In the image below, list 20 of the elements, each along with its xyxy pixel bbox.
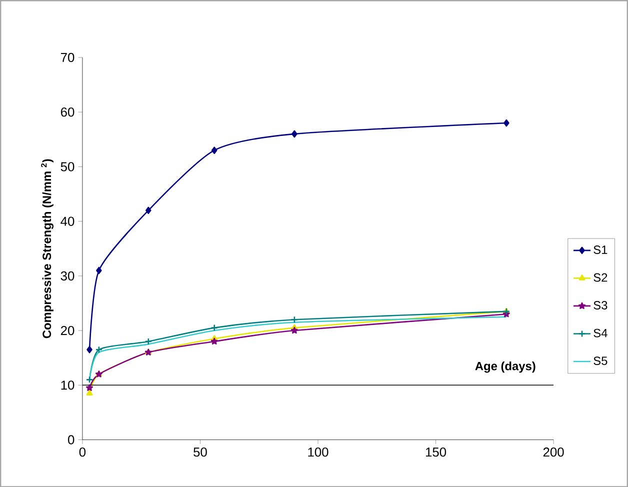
- legend-label: S2: [594, 273, 608, 282]
- x-tick-label: 100: [308, 447, 328, 457]
- x-tick-label: 0: [79, 447, 86, 457]
- legend-label: S5: [594, 356, 608, 365]
- x-axis-title: Age (days): [475, 361, 536, 373]
- x-tick-label: 150: [426, 447, 446, 457]
- y-tick-label: 30: [60, 271, 74, 280]
- x-tick-label: 200: [543, 447, 564, 457]
- legend-label: S4: [594, 328, 608, 338]
- y-tick-label: 20: [60, 326, 74, 335]
- y-tick-label: 40: [60, 216, 74, 226]
- legend-label: S1: [594, 245, 608, 254]
- y-tick-label: 50: [60, 162, 74, 172]
- y-tick-label: 60: [60, 107, 74, 117]
- legend-label: S3: [594, 300, 608, 310]
- y-tick-label: 0: [68, 435, 74, 444]
- y-tick-label: 10: [61, 380, 74, 390]
- y-axis-title: Compressive Strength (N/mm $^{2}$): [41, 159, 54, 338]
- x-tick-label: 50: [194, 447, 207, 457]
- y-tick-label: 70: [60, 52, 74, 62]
